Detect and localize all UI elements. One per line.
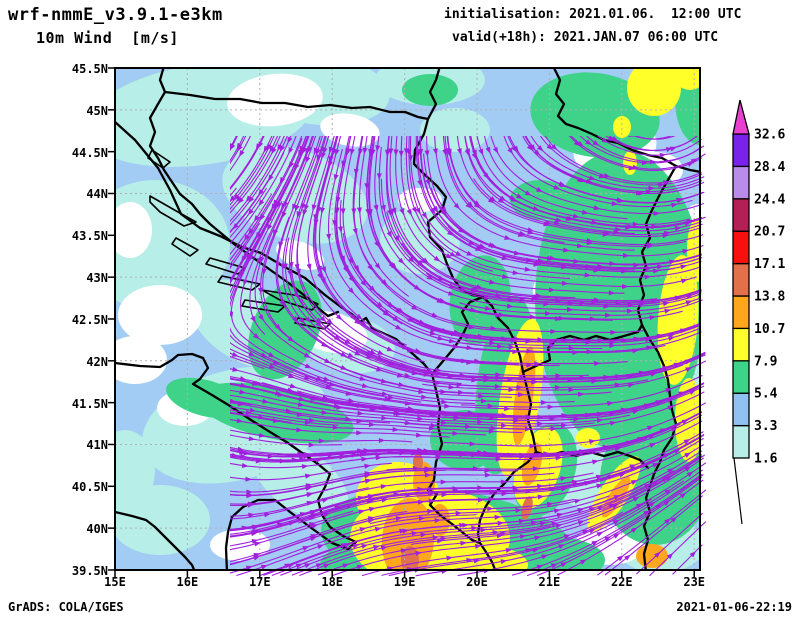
- lon-tick-label: 20E: [466, 575, 488, 589]
- lat-tick-label: 41.5N: [71, 396, 108, 411]
- lat-tick-label: 40.5N: [71, 480, 108, 495]
- colorbar-segment: [732, 327, 750, 362]
- colorbar-segment: [732, 165, 750, 200]
- lon-tick-label: 23E: [683, 575, 706, 589]
- lon-tick-label: 17E: [248, 575, 271, 589]
- lat-tick-label: 45N: [86, 103, 108, 118]
- wind-speed-fill: [115, 202, 152, 258]
- colorbar-tick-label: 7.9: [754, 354, 777, 369]
- colorbar-segment: [732, 360, 750, 394]
- wind-speed-fill: [227, 73, 323, 127]
- wind-speed-fill: [627, 68, 681, 116]
- colorbar-tick-label: 13.8: [754, 290, 785, 305]
- wind-speed-fill: [576, 428, 600, 448]
- wind-speed-fill: [636, 544, 668, 568]
- lat-tick-label: 44N: [86, 187, 108, 202]
- product-title: 10m Wind [m/s]: [36, 29, 179, 47]
- colorbar-tick-label: 5.4: [754, 387, 778, 402]
- lat-tick-label: 41N: [86, 438, 108, 453]
- wind-speed-fill: [449, 255, 511, 345]
- lon-tick-label: 22E: [610, 575, 633, 589]
- colorbar-segment: [732, 392, 750, 427]
- wind-speed-fill: [657, 255, 699, 385]
- lat-tick-label: 39.5N: [71, 563, 108, 578]
- wind-speed-fill: [687, 218, 700, 282]
- lat-tick-label: 45.5N: [71, 62, 108, 76]
- valid-time-label: valid(+18h): 2021.JAN.07 06:00 UTC: [452, 30, 719, 45]
- wind-speed-fill: [530, 72, 660, 158]
- colorbar-segment: [732, 230, 750, 265]
- wind-speed-fill: [673, 68, 700, 90]
- wind-speed-fill: [535, 150, 700, 450]
- grads-credit: GrADS: COLA/IGES: [8, 600, 124, 614]
- axis-ticks: [108, 67, 695, 577]
- colorbar-segment: [732, 295, 750, 330]
- lat-tick-label: 43N: [86, 271, 108, 286]
- wind-speed-fill: [623, 151, 637, 175]
- colorbar-tick-label: 28.4: [754, 160, 785, 175]
- colorbar-overflow-arrow: [732, 99, 750, 135]
- colorbar-tick-label: 10.7: [754, 322, 785, 337]
- wind-speed-fill: [320, 113, 380, 147]
- colorbar-segment: [732, 133, 750, 168]
- lon-tick-label: 21E: [538, 575, 561, 589]
- lat-tick-label: 42.5N: [71, 312, 108, 327]
- render-timestamp: 2021-01-06-22:19: [676, 600, 792, 614]
- lat-tick-label: 43.5N: [71, 229, 108, 244]
- wind-speed-fill: [115, 336, 167, 384]
- model-title: wrf-nmmE_v3.9.1-e3km: [8, 5, 223, 25]
- wind-speed-fill: [166, 377, 244, 419]
- lon-tick-label: 18E: [321, 575, 344, 589]
- colorbar-tick-label: 1.6: [754, 452, 778, 467]
- wind-speed-fill: [420, 108, 490, 152]
- colorbar-underflow-tail: [733, 457, 743, 525]
- colorbar-segment: [732, 198, 750, 232]
- lat-tick-label: 44.5N: [71, 145, 108, 160]
- colorbar-tick-label: 20.7: [754, 225, 785, 240]
- initialisation-label: initialisation: 2021.01.06. 12:00 UTC: [444, 7, 742, 22]
- lon-tick-label: 15E: [104, 575, 126, 589]
- wind-speed-fill: [613, 116, 631, 138]
- colorbar-tick-label: 3.3: [754, 419, 777, 434]
- lat-tick-label: 42N: [86, 354, 108, 369]
- colorbar-tick-label: 24.4: [754, 192, 785, 207]
- colorbar-tick-label: 17.1: [754, 257, 785, 272]
- wind-speed-fill: [118, 285, 202, 345]
- wind-speed-fill: [276, 240, 324, 270]
- wind-streamlines: [230, 136, 707, 577]
- wind-speed-fill: [210, 529, 270, 561]
- colorbar-segment: [732, 262, 750, 297]
- colorbar-segment: [732, 424, 750, 459]
- colorbar: 1.6 3.3 5.4 7.9 10.7 13.8 17.1 20.7 24.4 28.4 32.6: [732, 99, 785, 525]
- lat-tick-label: 40N: [86, 522, 108, 537]
- colorbar-tick-label: 32.6: [754, 128, 785, 143]
- wind-speed-fill: [115, 430, 155, 510]
- lon-tick-label: 16E: [176, 575, 199, 589]
- wind-speed-fill: [401, 546, 419, 570]
- lon-tick-label: 19E: [393, 575, 416, 589]
